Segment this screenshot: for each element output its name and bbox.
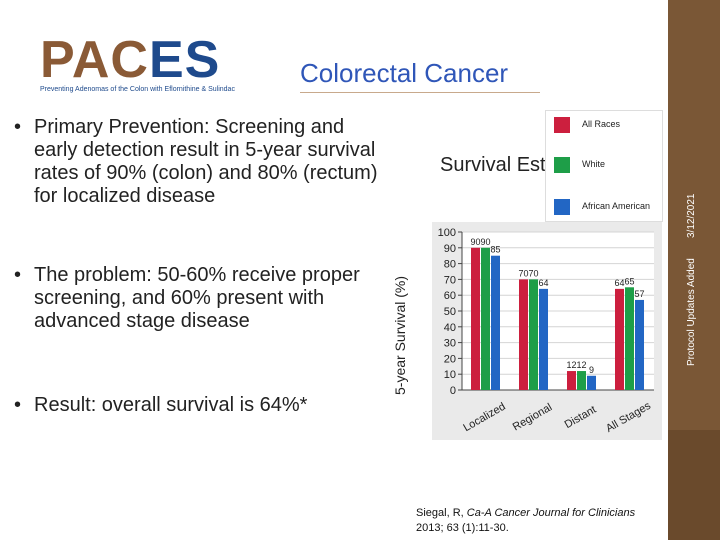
bullet-marker: • (14, 116, 22, 138)
data-label: 70 (518, 268, 528, 278)
y-tick-label: 20 (444, 353, 456, 365)
sidebar-footer (668, 430, 720, 540)
y-tick-label: 90 (444, 243, 456, 255)
y-tick-label: 0 (450, 385, 456, 397)
chart-y-axis-title: 5-year Survival (%) (392, 275, 408, 395)
bar-distant-all-races (567, 371, 576, 390)
y-tick-label: 30 (444, 338, 456, 350)
y-tick-label: 60 (444, 290, 456, 302)
paces-logo: PACES Preventing Adenomas of the Colon w… (40, 30, 240, 100)
y-tick-label: 40 (444, 322, 456, 334)
y-tick-label: 10 (444, 369, 456, 381)
bullet-marker: • (14, 264, 22, 286)
bar-localized-african-american (491, 255, 500, 390)
bar-all-stages-white (625, 287, 634, 390)
bullet-text: Result: overall survival is 64%* (34, 394, 308, 416)
legend-swatch (554, 199, 570, 215)
data-label: 65 (624, 276, 634, 286)
logo-wordmark: PACES (40, 31, 221, 89)
bar-localized-white (481, 247, 490, 390)
bar-all-stages-all-races (615, 288, 624, 390)
data-label: 12 (576, 360, 586, 370)
data-label: 90 (470, 237, 480, 247)
legend-label: African American (582, 201, 651, 211)
data-label: 64 (538, 278, 548, 288)
bullet-marker: • (14, 394, 22, 416)
bullet-text: The problem: 50-60% receive proper scree… (34, 264, 360, 332)
citation-journal: Ca-A Cancer Journal for Clinicians (466, 507, 636, 519)
data-label: 70 (528, 268, 538, 278)
bar-distant-white (577, 371, 586, 390)
data-label: 64 (614, 278, 624, 288)
legend-label: All Races (582, 119, 621, 129)
legend-swatch (554, 117, 570, 133)
y-tick-label: 50 (444, 306, 456, 318)
title-divider (300, 92, 540, 93)
sidebar-date: 3/12/2021 (686, 193, 697, 239)
chart-legend: All Races White African American (545, 110, 663, 222)
data-label: 85 (490, 245, 500, 255)
bar-regional-white (529, 279, 538, 390)
legend-label: White (582, 159, 606, 169)
data-label: 57 (634, 289, 644, 299)
citation: Siegal, R, Ca-A Cancer Journal for Clini… (416, 507, 636, 534)
page-title: Colorectal Cancer (300, 58, 509, 88)
bar-all-stages-african-american (635, 299, 644, 390)
legend-swatch (554, 157, 570, 173)
y-tick-label: 80 (444, 259, 456, 271)
data-label: 90 (480, 237, 490, 247)
bar-localized-all-races (471, 247, 480, 390)
bar-regional-all-races (519, 279, 528, 390)
data-label: 12 (566, 360, 576, 370)
logo-subtitle: Preventing Adenomas of the Colon with Ef… (40, 86, 235, 93)
bar-distant-african-american (587, 375, 596, 390)
bullet-text: Primary Prevention: Screening and early … (34, 116, 378, 207)
y-tick-label: 70 (444, 274, 456, 286)
y-tick-label: 100 (438, 227, 456, 239)
data-label: 9 (589, 365, 594, 375)
sidebar-label: Protocol Updates Added (686, 258, 697, 366)
bar-regional-african-american (539, 288, 548, 390)
